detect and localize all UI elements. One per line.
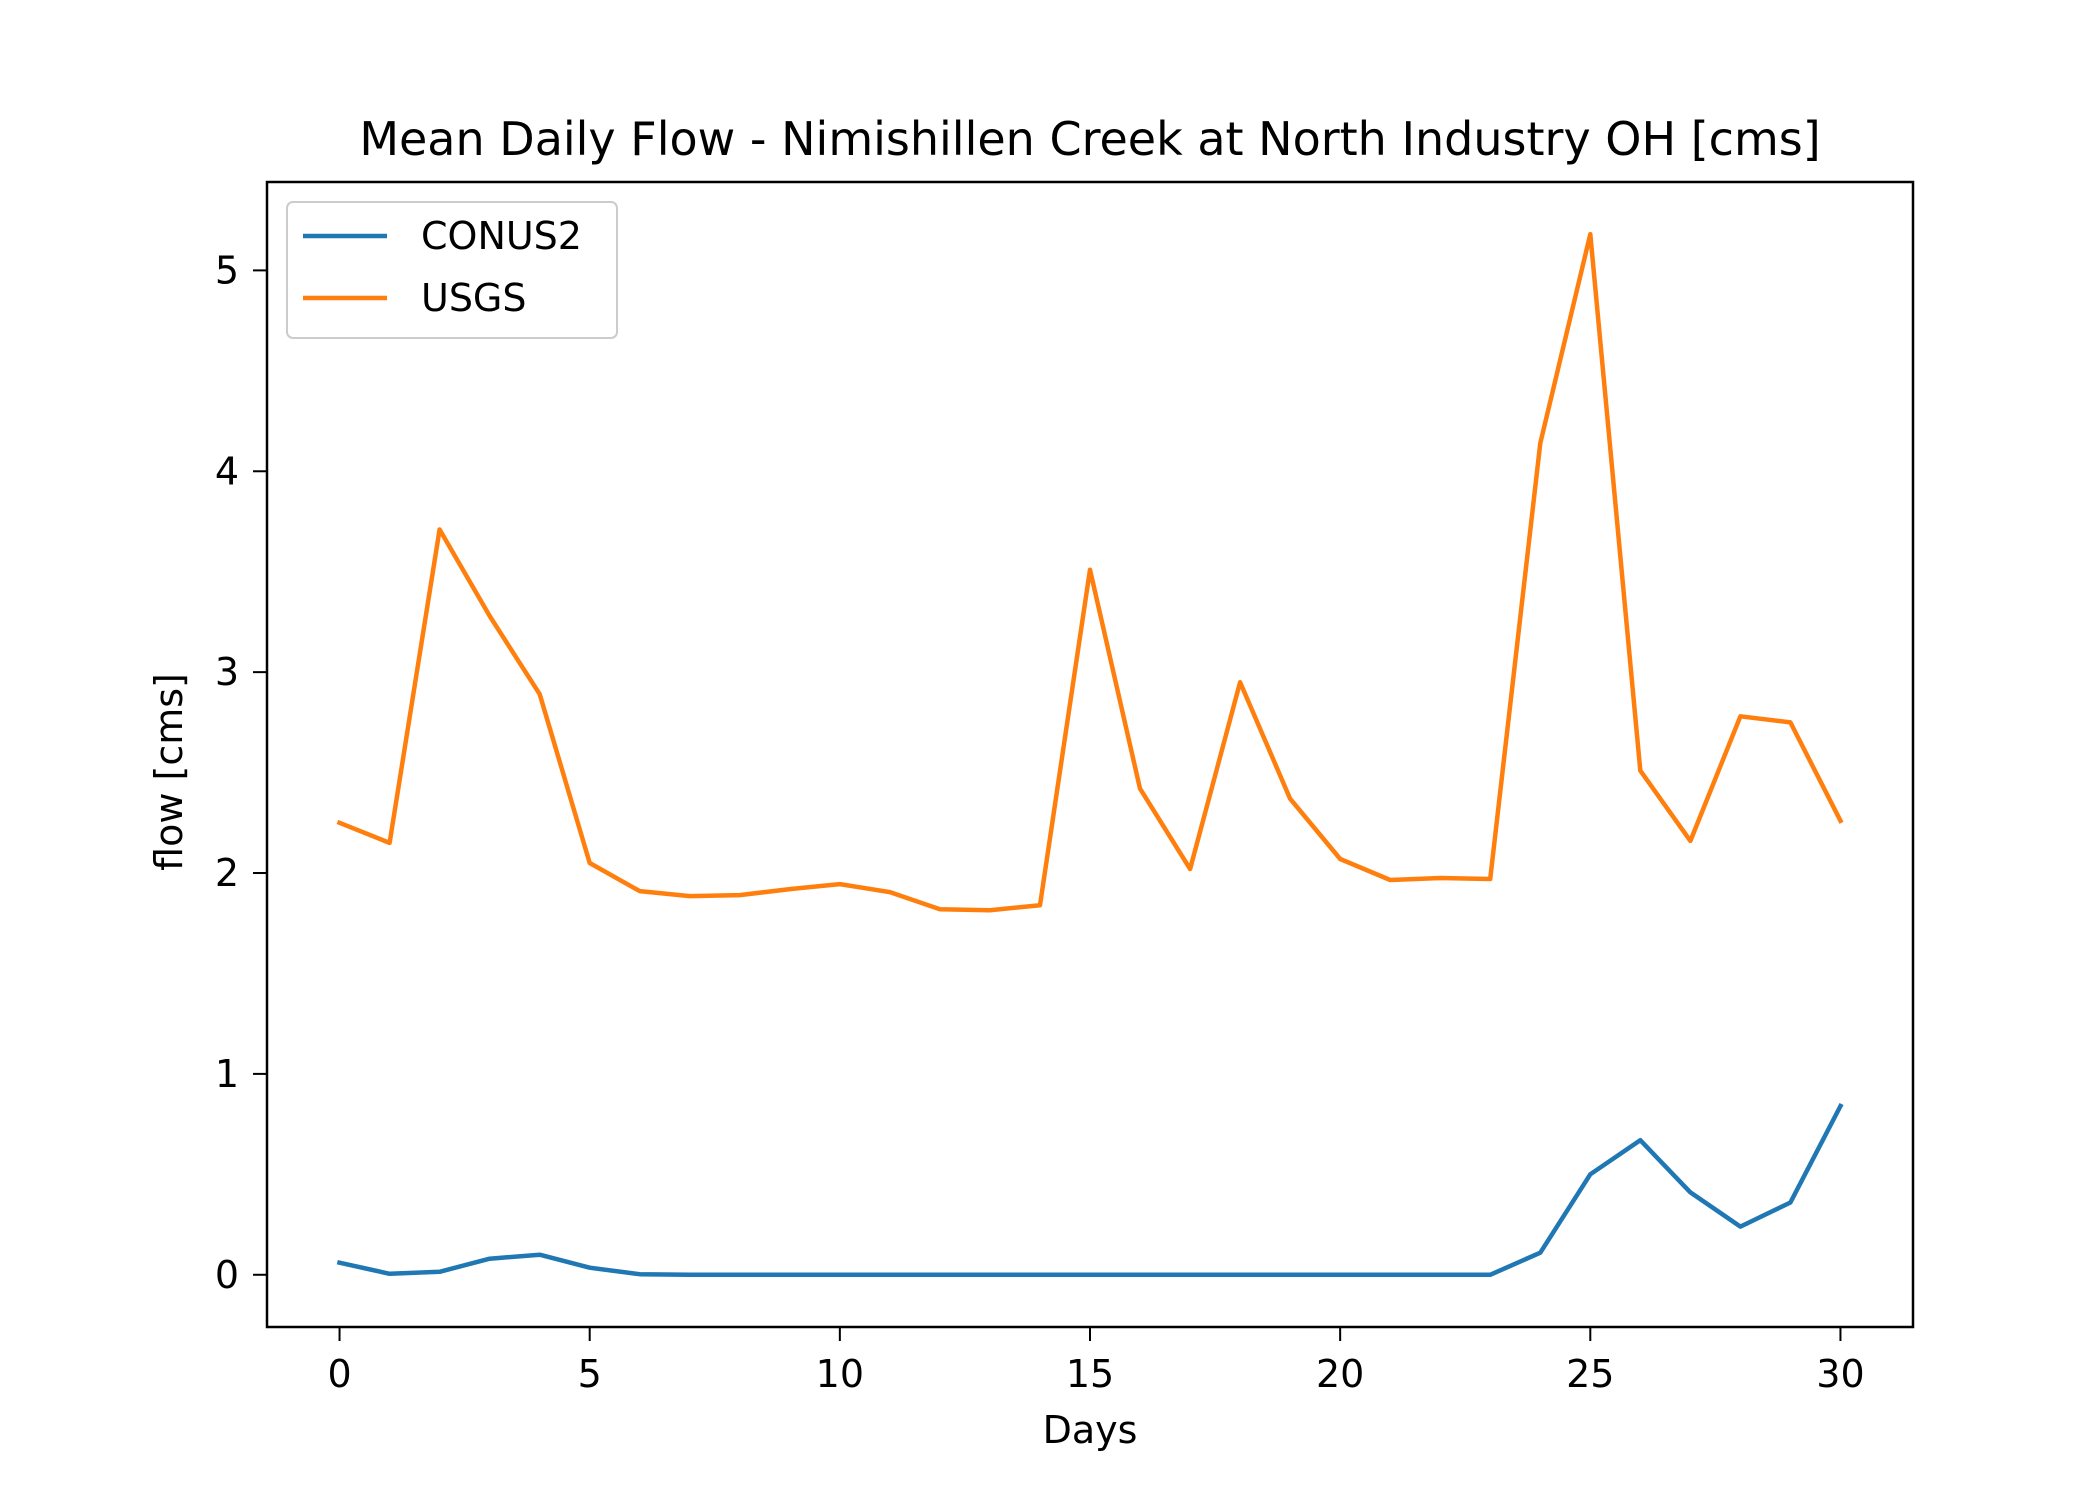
legend-label-conus2: CONUS2: [421, 214, 582, 258]
y-tick-label: 1: [215, 1052, 239, 1096]
y-tick-label: 5: [215, 248, 239, 292]
series-line-usgs: [336, 231, 1844, 913]
x-axis-label: Days: [1043, 1408, 1138, 1452]
legend-label-usgs: USGS: [421, 276, 527, 320]
x-tick-label: 25: [1566, 1352, 1614, 1396]
plot-area: [336, 231, 1844, 1278]
y-tick-label: 2: [215, 851, 239, 895]
x-tick-label: 20: [1316, 1352, 1364, 1396]
y-axis-label: flow [cms]: [147, 673, 191, 871]
y-tick-label: 4: [215, 449, 239, 493]
x-tick-label: 10: [816, 1352, 864, 1396]
chart-title: Mean Daily Flow - Nimishillen Creek at N…: [359, 112, 1820, 166]
x-tick-label: 5: [578, 1352, 602, 1396]
series-line-conus2: [336, 1102, 1844, 1278]
y-axis: 0 1 2 3 4 5: [215, 248, 267, 1297]
x-tick-label: 0: [327, 1352, 351, 1396]
x-tick-label: 30: [1816, 1352, 1864, 1396]
legend: CONUS2 USGS: [286, 201, 618, 339]
y-tick-label: 3: [215, 650, 239, 694]
x-tick-label: 15: [1066, 1352, 1114, 1396]
y-tick-label: 0: [215, 1253, 239, 1297]
x-axis: 0 5 10 15 20 25 30: [327, 1327, 1865, 1396]
